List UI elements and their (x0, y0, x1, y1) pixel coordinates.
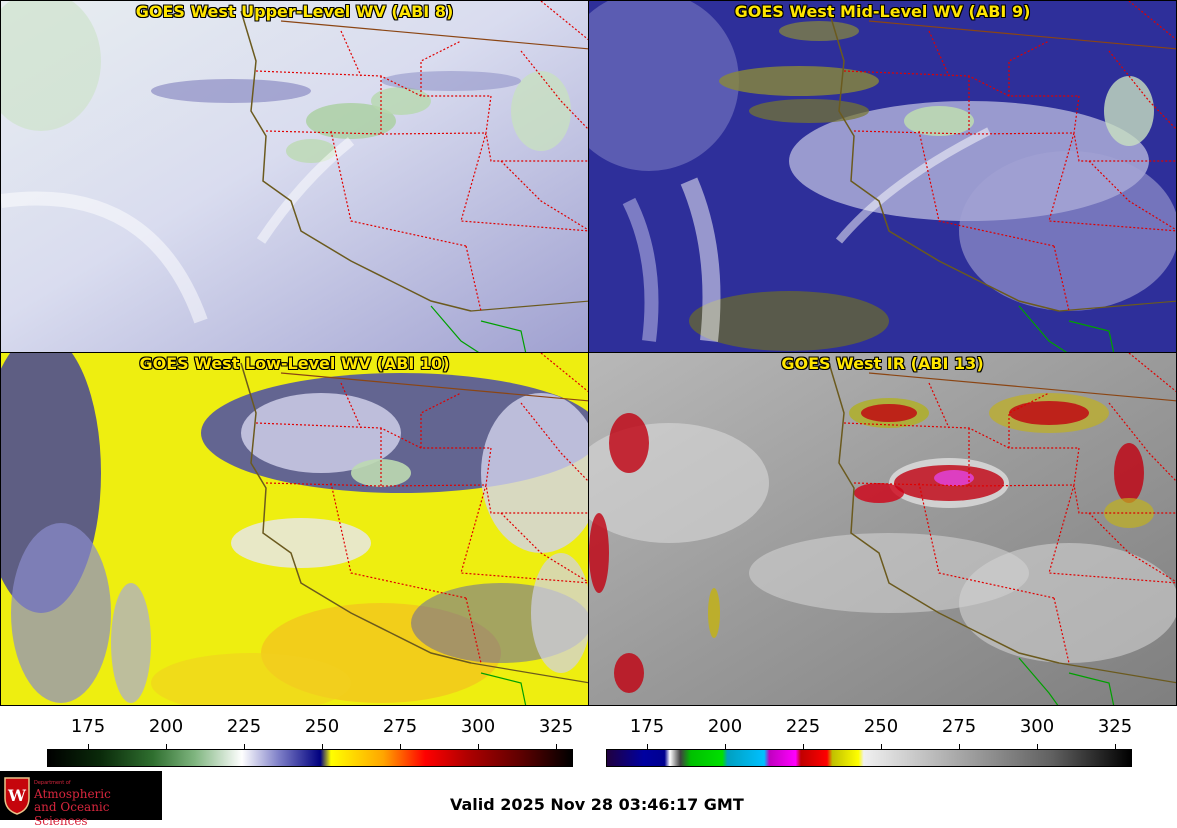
panel-title-mid-level-wv: GOES West Mid-Level WV (ABI 9) (734, 2, 1031, 21)
wv-tick-mark (322, 744, 323, 750)
low-wv-image (1, 353, 588, 705)
panel-low-level-wv: GOES West Low-Level WV (ABI 10) (0, 352, 589, 706)
wv-tick-mark (244, 744, 245, 750)
wv-tick-mark (166, 744, 167, 750)
ir-tick-label: 250 (863, 716, 899, 737)
ir-tick-label: 175 (629, 716, 665, 737)
wv-tick-mark (556, 744, 557, 750)
ir-tick-label: 275 (941, 716, 977, 737)
wv-scale-ticks: 175 200 225 250 275 300 325 (47, 716, 574, 750)
wv-tick-label: 275 (382, 716, 418, 737)
ir-tick-mark (1115, 744, 1116, 750)
wv-tick-label: 325 (538, 716, 574, 737)
wv-tick-label: 175 (70, 716, 106, 737)
wv-tick-mark (478, 744, 479, 750)
ir-tick-label: 325 (1097, 716, 1133, 737)
ir-tick-label: 300 (1019, 716, 1055, 737)
panel-title-upper-level-wv: GOES West Upper-Level WV (ABI 8) (135, 2, 454, 21)
ir-tick-mark (959, 744, 960, 750)
ir-colorbar (606, 749, 1132, 767)
wv-colorbar (47, 749, 573, 767)
panel-title-ir: GOES West IR (ABI 13) (781, 354, 984, 373)
ir-tick-mark (881, 744, 882, 750)
ir-tick-mark (725, 744, 726, 750)
ir-tick-mark (1037, 744, 1038, 750)
panel-title-low-level-wv: GOES West Low-Level WV (ABI 10) (139, 354, 450, 373)
wv-tick-mark (88, 744, 89, 750)
panel-mid-level-wv: GOES West Mid-Level WV (ABI 9) (588, 0, 1177, 353)
wv-tick-label: 200 (148, 716, 184, 737)
ir-tick-label: 200 (707, 716, 743, 737)
ir-tick-label: 225 (785, 716, 821, 737)
wv-tick-label: 225 (226, 716, 262, 737)
ir-tick-mark (803, 744, 804, 750)
wv-color-scale: 175 200 225 250 275 300 325 (47, 716, 573, 768)
wv-tick-mark (400, 744, 401, 750)
crest-letter: W (7, 786, 27, 805)
mid-wv-image (589, 1, 1176, 352)
panel-ir: GOES West IR (ABI 13) (588, 352, 1177, 706)
wv-tick-label: 250 (304, 716, 340, 737)
upper-wv-image (1, 1, 588, 352)
logo-line1: Atmospheric (34, 787, 111, 801)
ir-scale-ticks: 175 200 225 250 275 300 325 (606, 716, 1133, 750)
ir-tick-mark (647, 744, 648, 750)
wv-tick-label: 300 (460, 716, 496, 737)
uw-crest-icon: W (4, 777, 30, 815)
aos-logo: W Department of Atmospheric and Oceanic … (0, 771, 162, 828)
panel-upper-level-wv: GOES West Upper-Level WV (ABI 8) (0, 0, 589, 353)
logo-line2: and Oceanic Sciences (34, 800, 110, 828)
ir-image (589, 353, 1176, 705)
ir-color-scale: 175 200 225 250 275 300 325 (606, 716, 1132, 768)
logo-dept-text: Department of (34, 780, 71, 786)
valid-time: Valid 2025 Nov 28 03:46:17 GMT (450, 795, 744, 814)
